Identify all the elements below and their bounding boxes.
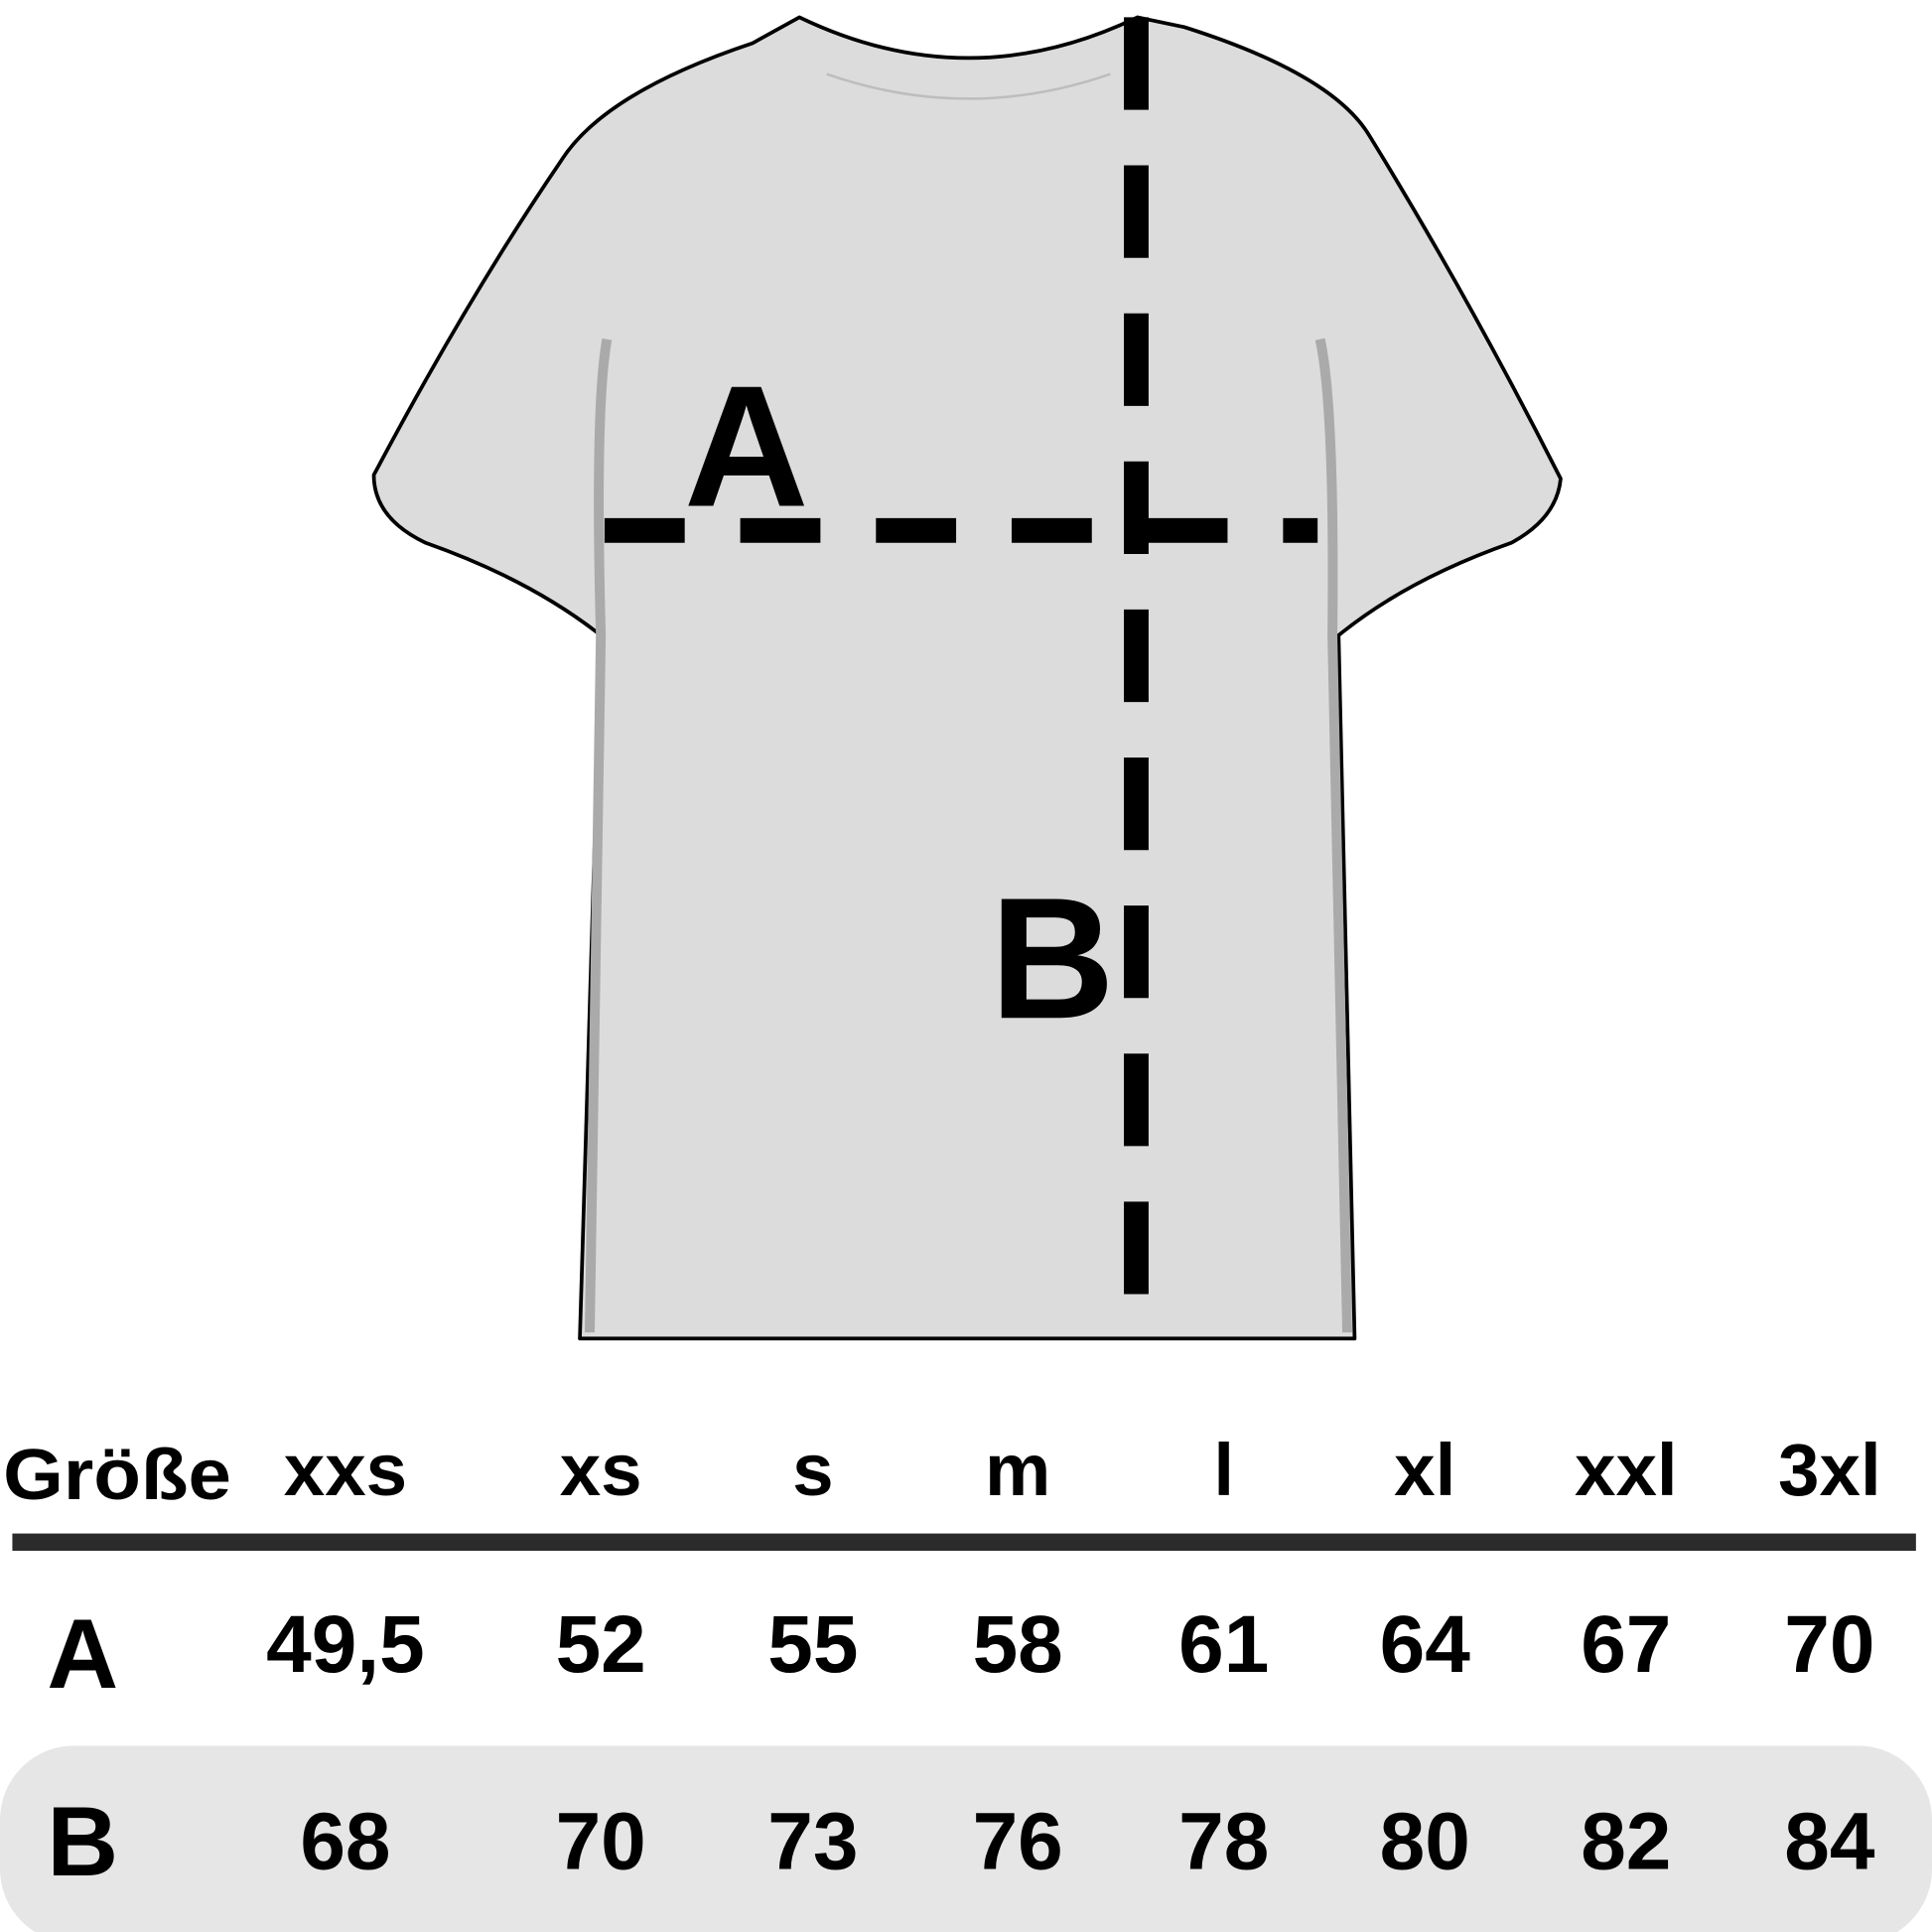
size-header-xl: xl [1394, 1429, 1455, 1511]
cell-a-xl: 64 [1380, 1599, 1471, 1690]
cell-b-xl: 80 [1380, 1797, 1470, 1887]
size-header-xxs: xxs [284, 1429, 407, 1511]
measure-label-a: A [684, 349, 809, 542]
cell-b-xxl: 82 [1581, 1797, 1671, 1887]
cell-b-3xl: 84 [1784, 1797, 1875, 1887]
cell-b-s: 73 [767, 1797, 858, 1887]
tshirt-outline [371, 15, 1563, 1341]
size-header-xxl: xxl [1575, 1429, 1678, 1511]
row-b-highlight [0, 1745, 1932, 1932]
measure-label-b: B [990, 862, 1115, 1054]
cell-a-m: 58 [973, 1599, 1063, 1690]
size-header-s: s [792, 1429, 833, 1511]
cell-b-m: 76 [973, 1797, 1063, 1887]
size-header-xs: xs [560, 1429, 642, 1511]
cell-b-xxs: 68 [300, 1797, 390, 1887]
size-header-3xl: 3xl [1778, 1429, 1881, 1511]
right-fold-shadow [1314, 338, 1352, 1333]
cell-a-s: 55 [767, 1599, 858, 1690]
cell-a-xs: 52 [556, 1599, 646, 1690]
row-label-a: A [47, 1599, 118, 1710]
size-header-m: m [985, 1429, 1050, 1511]
cell-b-xs: 70 [556, 1797, 646, 1887]
header-label: Größe [3, 1436, 231, 1515]
left-fold-shadow [585, 338, 613, 1333]
collar-seam [826, 72, 1111, 100]
cell-a-l: 61 [1178, 1599, 1269, 1690]
size-table: Größe xxs xs s m l xl xxl 3xl A B 49,5 52 55 58 61 6… [0, 1429, 1932, 1932]
cell-b-l: 78 [1178, 1797, 1269, 1887]
cell-a-3xl: 70 [1784, 1599, 1874, 1690]
cell-a-xxs: 49,5 [266, 1599, 425, 1690]
size-header-l: l [1213, 1429, 1234, 1511]
header-divider [12, 1533, 1916, 1552]
tshirt-illustration: A B [371, 15, 1563, 1341]
cell-a-xxl: 67 [1581, 1599, 1671, 1690]
row-label-b: B [47, 1787, 118, 1897]
